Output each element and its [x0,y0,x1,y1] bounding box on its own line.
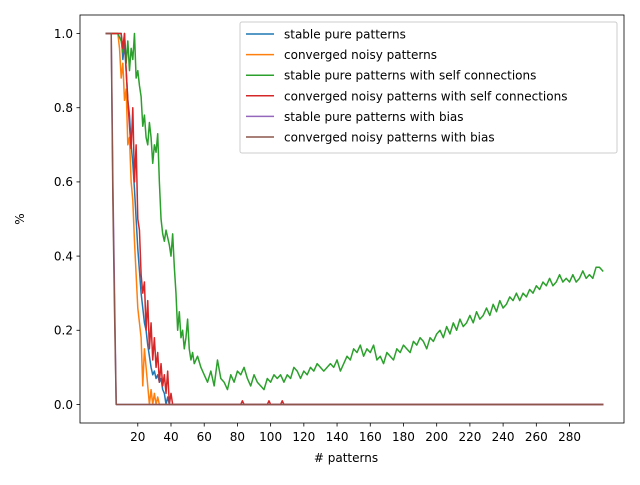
x-axis-label: # patterns [314,451,378,465]
x-tick-label: 200 [425,430,448,444]
y-axis-label: % [13,213,27,224]
y-tick-label: 1.0 [54,27,73,41]
series-layer [105,32,604,406]
x-tick-label: 260 [525,430,548,444]
x-tick-label: 160 [359,430,382,444]
series-line-2 [105,32,604,406]
x-tick-label: 120 [292,430,315,444]
x-tick-label: 100 [259,430,282,444]
plot-frame [79,14,625,424]
x-tick-label: 180 [392,430,415,444]
x-tick-label: 240 [492,430,515,444]
y-tick-label: 0.2 [54,324,73,338]
x-tick-label: 140 [326,430,349,444]
axes-layer: 20 40 60 80 100 120 140 160 180 200 220 240 260 280 0.… [54,14,625,444]
x-tick-label: 20 [130,430,145,444]
y-tick-label: 0.6 [54,175,73,189]
series-line-6 [105,32,604,406]
legend-entry-label: stable pure patterns with self connectio… [284,69,536,83]
x-tick-label: 220 [458,430,481,444]
legend-entry-label: converged noisy patterns with bias [284,131,495,145]
x-tick-label: 60 [197,430,212,444]
y-tick-label: 0.4 [54,249,73,263]
legend-entry-label: converged noisy patterns with self conne… [284,89,567,103]
legend-entry-label: converged noisy patterns [284,48,437,62]
legend-entry-label: stable pure patterns with bias [284,110,464,124]
legend-box [239,21,618,154]
y-tick-label: 0.0 [54,398,73,412]
x-tick-label: 280 [558,430,581,444]
legend: stable pure patterns converged noisy patt… [239,21,618,154]
x-tick-label: 40 [163,430,178,444]
series-line-3 [105,32,604,391]
legend-entry-label: stable pure patterns [284,28,406,42]
series-line-4 [105,32,604,406]
y-tick-label: 0.8 [54,101,73,115]
x-tick-label: 80 [230,430,245,444]
